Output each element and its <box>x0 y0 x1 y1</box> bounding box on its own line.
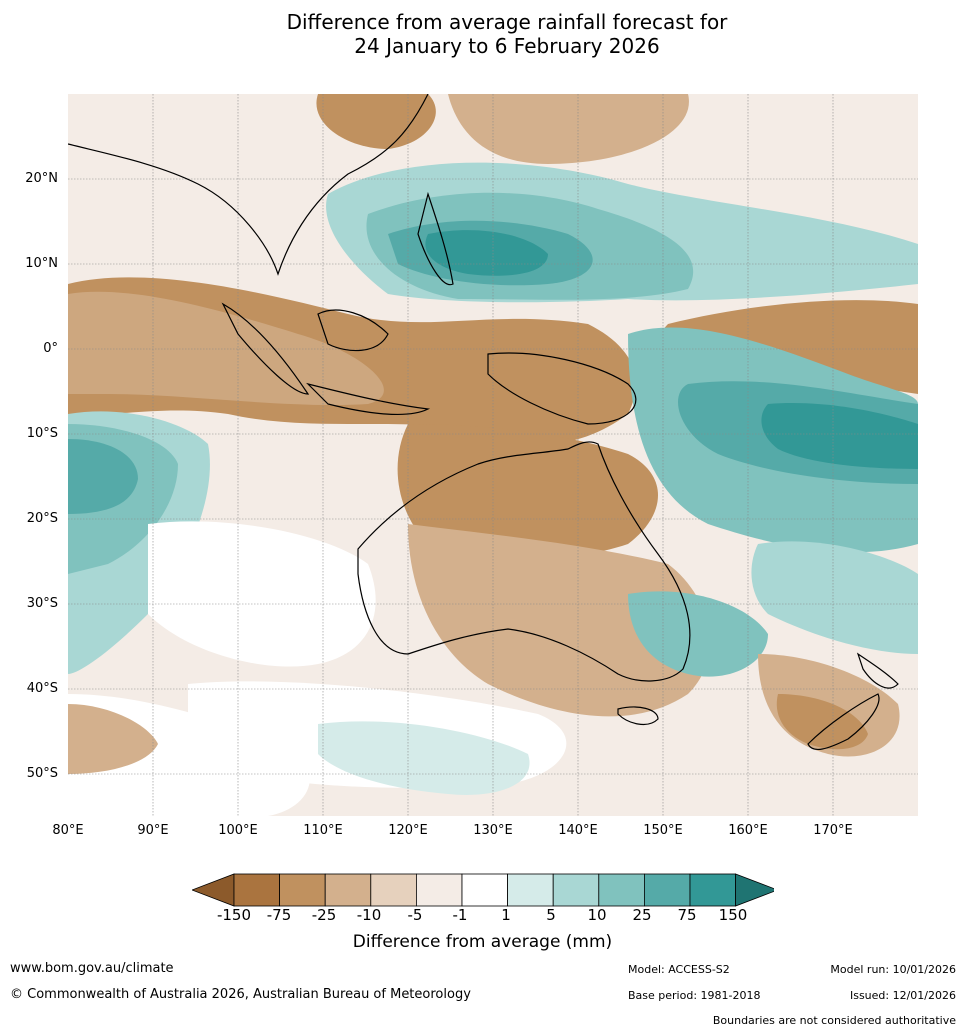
colorbar-tick: -25 <box>311 906 337 924</box>
lat-label-0: 0° <box>43 341 58 356</box>
website-link[interactable]: www.bom.gov.au/climate <box>10 961 174 976</box>
colorbar-segment <box>233 873 280 907</box>
title-line-2: 24 January to 6 February 2026 <box>354 34 660 58</box>
colorbar-segment <box>461 873 508 907</box>
colorbar-tick: 1 <box>501 906 511 924</box>
model-name: Model: ACCESS-S2 <box>628 963 730 976</box>
colorbar-segment <box>324 873 372 907</box>
boundaries-disclaimer: Boundaries are not considered authoritat… <box>712 1014 956 1027</box>
lon-label-160e: 160°E <box>728 823 768 838</box>
issued-date: Issued: 12/01/2026 <box>849 989 956 1002</box>
lat-label-40s: 40°S <box>26 681 58 696</box>
colorbar-tick: -75 <box>266 906 292 924</box>
lat-label-50s: 50°S <box>26 766 58 781</box>
lon-label-140e: 140°E <box>558 823 598 838</box>
map-title: Difference from average rainfall forecas… <box>0 10 965 58</box>
lon-label-90e: 90°E <box>137 823 169 838</box>
colorbar-segment <box>415 873 463 907</box>
lat-label-30s: 30°S <box>26 596 58 611</box>
colorbar-segment <box>598 873 645 907</box>
colorbar-arrow-high <box>735 873 774 907</box>
colorbar-tick: -1 <box>452 906 468 924</box>
lon-label-150e: 150°E <box>643 823 683 838</box>
colorbar <box>192 873 774 907</box>
colorbar-tick: -10 <box>356 906 382 924</box>
lon-label-120e: 120°E <box>388 823 428 838</box>
copyright-notice: © Commonwealth of Australia 2026, Austra… <box>10 987 471 1002</box>
colorbar-arrow-low <box>192 873 235 907</box>
model-run-date: Model run: 10/01/2026 <box>830 963 956 976</box>
colorbar-segment <box>507 873 554 907</box>
coastlines <box>68 94 899 751</box>
colorbar-segment <box>552 873 600 907</box>
colorbar-tick: 5 <box>546 906 556 924</box>
rainfall-map <box>68 94 918 816</box>
lat-label-10n: 10°N <box>25 256 58 271</box>
colorbar-segment <box>643 873 691 907</box>
lon-label-100e: 100°E <box>218 823 258 838</box>
lon-label-170e: 170°E <box>813 823 853 838</box>
colorbar-tick: -150 <box>216 906 252 924</box>
colorbar-title: Difference from average (mm) <box>352 932 613 952</box>
lat-label-20s: 20°S <box>26 511 58 526</box>
colorbar-tick: 150 <box>718 906 748 924</box>
base-period: Base period: 1981-2018 <box>628 989 761 1002</box>
colorbar-segment <box>689 873 736 907</box>
colorbar-segment <box>370 873 417 907</box>
colorbar-segment <box>279 873 326 907</box>
lon-label-130e: 130°E <box>473 823 513 838</box>
map-canvas <box>68 94 918 816</box>
lon-label-80e: 80°E <box>52 823 84 838</box>
title-line-1: Difference from average rainfall forecas… <box>286 10 728 34</box>
lon-label-110e: 110°E <box>303 823 343 838</box>
lat-label-20n: 20°N <box>25 171 58 186</box>
colorbar-tick: 25 <box>632 906 652 924</box>
colorbar-tick: 10 <box>587 906 607 924</box>
lat-label-10s: 10°S <box>26 426 58 441</box>
colorbar-tick: 75 <box>677 906 697 924</box>
colorbar-tick: -5 <box>407 906 423 924</box>
